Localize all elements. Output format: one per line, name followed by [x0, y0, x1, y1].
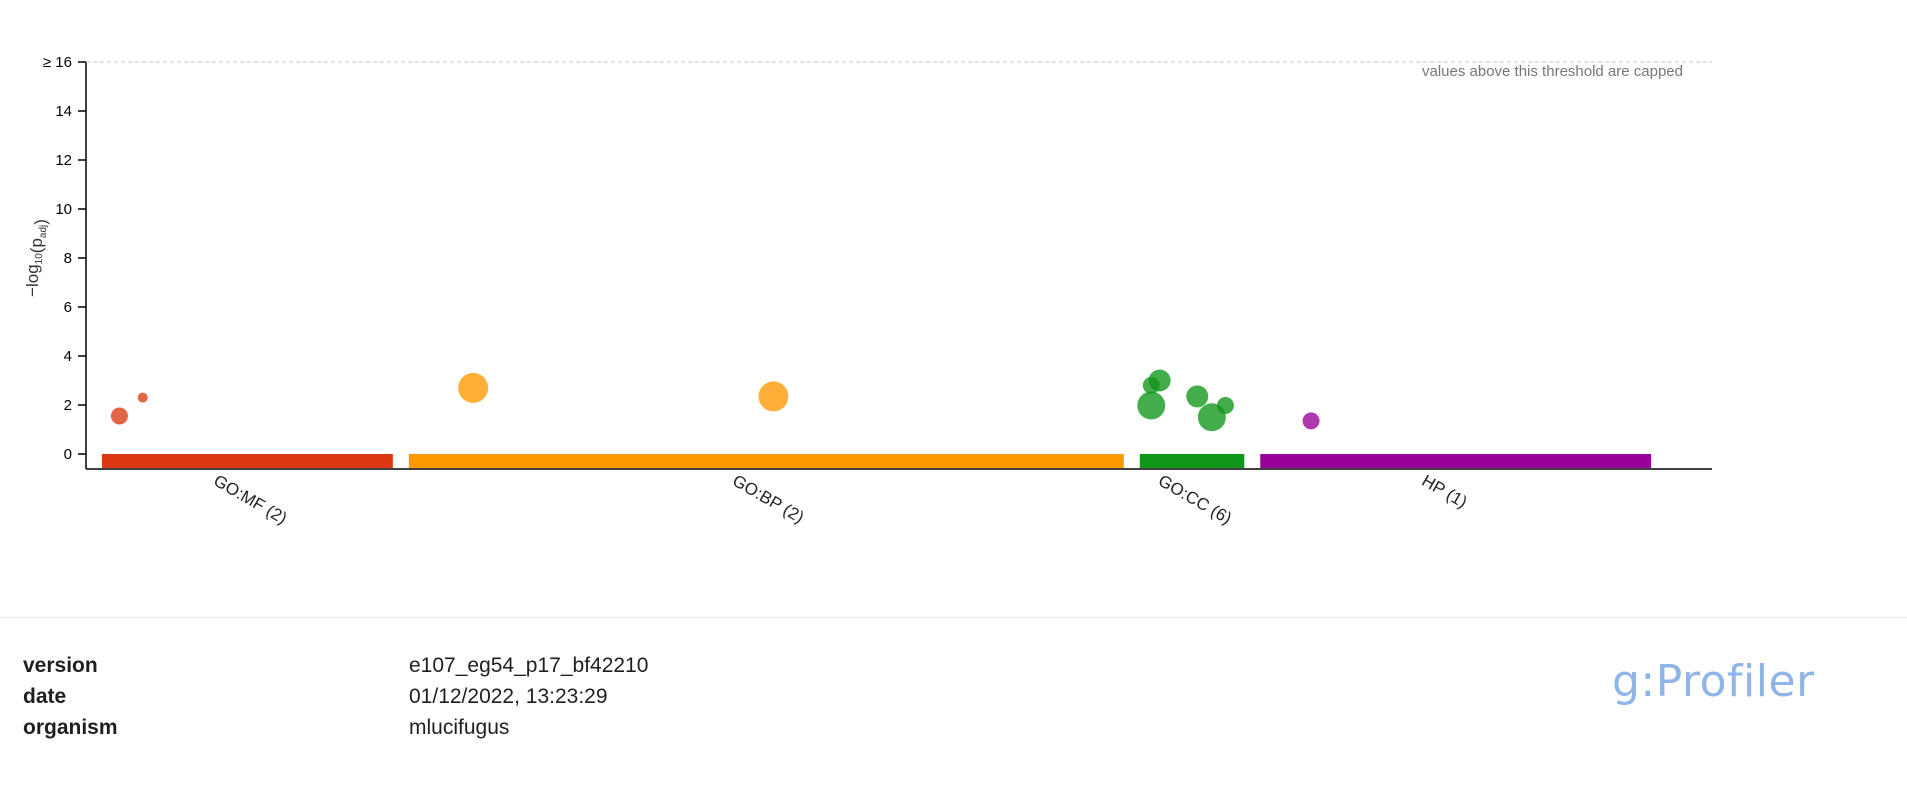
date-label: date: [23, 685, 67, 708]
y-tick-label: ≥ 16: [43, 54, 72, 71]
data-point[interactable]: [758, 381, 789, 412]
source-label: GO:BP (2): [729, 471, 807, 527]
source-band: [1260, 454, 1652, 468]
source-band: [1139, 454, 1245, 468]
source-label: HP (1): [1419, 471, 1471, 512]
manhattan-plot: values above this threshold are capped 0 2…: [23, 54, 1712, 528]
y-tick-label: 8: [64, 250, 72, 267]
source-bands: GO:MF (2) GO:BP (2) GO:CC (6) HP (1): [102, 454, 1652, 528]
y-tick-label: 2: [64, 397, 72, 414]
version-value: e107_eg54_p17_bf42210: [409, 654, 649, 677]
y-tick-label: 12: [55, 152, 72, 169]
gprofiler-logo: g:Profiler: [1612, 656, 1815, 707]
data-point[interactable]: [1137, 391, 1166, 420]
organism-value: mlucifugus: [409, 716, 510, 739]
y-tick-label: 10: [55, 201, 72, 218]
data-points: [110, 369, 1320, 432]
organism-label: organism: [23, 716, 118, 739]
data-point[interactable]: [1197, 403, 1226, 432]
y-tick-label: 0: [64, 446, 72, 463]
source-band: [102, 454, 393, 468]
y-tick-label: 6: [64, 299, 72, 316]
y-axis: values above this threshold are capped 0 2…: [23, 54, 1712, 470]
data-point[interactable]: [1148, 369, 1171, 392]
date-value: 01/12/2022, 13:23:29: [409, 685, 608, 708]
footer-divider: [0, 617, 1907, 618]
source-label: GO:MF (2): [210, 471, 290, 528]
y-axis-label: −log10(padj): [23, 219, 50, 297]
data-point[interactable]: [110, 407, 128, 425]
version-label: version: [23, 654, 98, 677]
data-point[interactable]: [458, 372, 489, 403]
data-point[interactable]: [1186, 385, 1209, 408]
data-point[interactable]: [1302, 412, 1320, 430]
source-band: [408, 454, 1124, 468]
threshold-note: values above this threshold are capped: [1422, 63, 1683, 80]
source-label: GO:CC (6): [1155, 471, 1235, 528]
data-point[interactable]: [137, 392, 148, 403]
y-tick-label: 4: [64, 348, 72, 365]
y-tick-label: 14: [55, 103, 72, 120]
